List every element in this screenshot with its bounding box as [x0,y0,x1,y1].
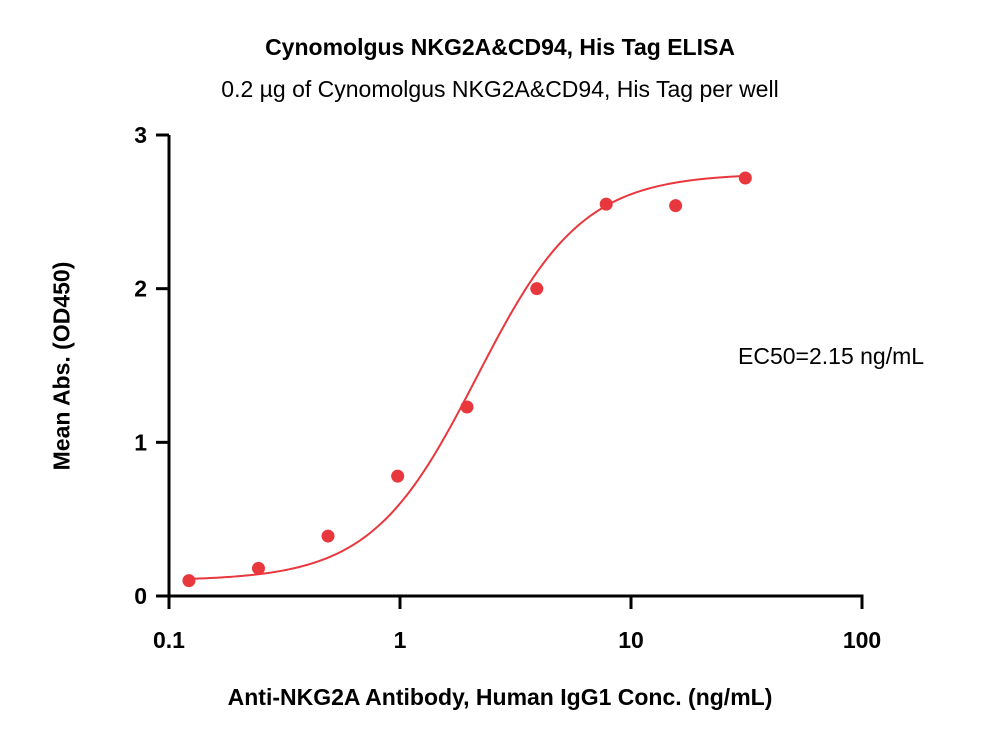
y-tick-label: 3 [134,122,147,148]
fit-curve [188,174,746,580]
data-point [182,574,196,588]
data-point [738,171,752,185]
x-tick-label: 100 [843,627,881,653]
x-tick-label: 1 [394,627,407,653]
x-axis-label: Anti-NKG2A Antibody, Human IgG1 Conc. (n… [227,684,773,710]
x-tick-label: 0.1 [153,627,185,653]
axes [167,135,864,598]
data-points [182,171,752,588]
data-point [530,282,544,296]
y-ticks: 0 1 2 3 [134,122,169,609]
chart-title: Cynomolgus NKG2A&CD94, His Tag ELISA [265,34,735,60]
chart-subtitle: 0.2 µg of Cynomolgus NKG2A&CD94, His Tag… [221,76,779,102]
x-ticks: 0.1 1 10 100 [153,596,881,653]
data-point [460,400,474,414]
y-tick-label: 1 [134,429,147,455]
data-point [391,469,405,483]
y-tick-label: 0 [134,583,147,609]
data-point [321,529,335,543]
y-axis-label: Mean Abs. (OD450) [48,261,75,471]
y-tick-label: 2 [134,276,147,302]
x-tick-label: 10 [618,627,644,653]
data-point [669,199,683,213]
data-point [599,197,613,211]
data-point [251,561,265,575]
ec50-annotation: EC50=2.15 ng/mL [738,343,925,369]
